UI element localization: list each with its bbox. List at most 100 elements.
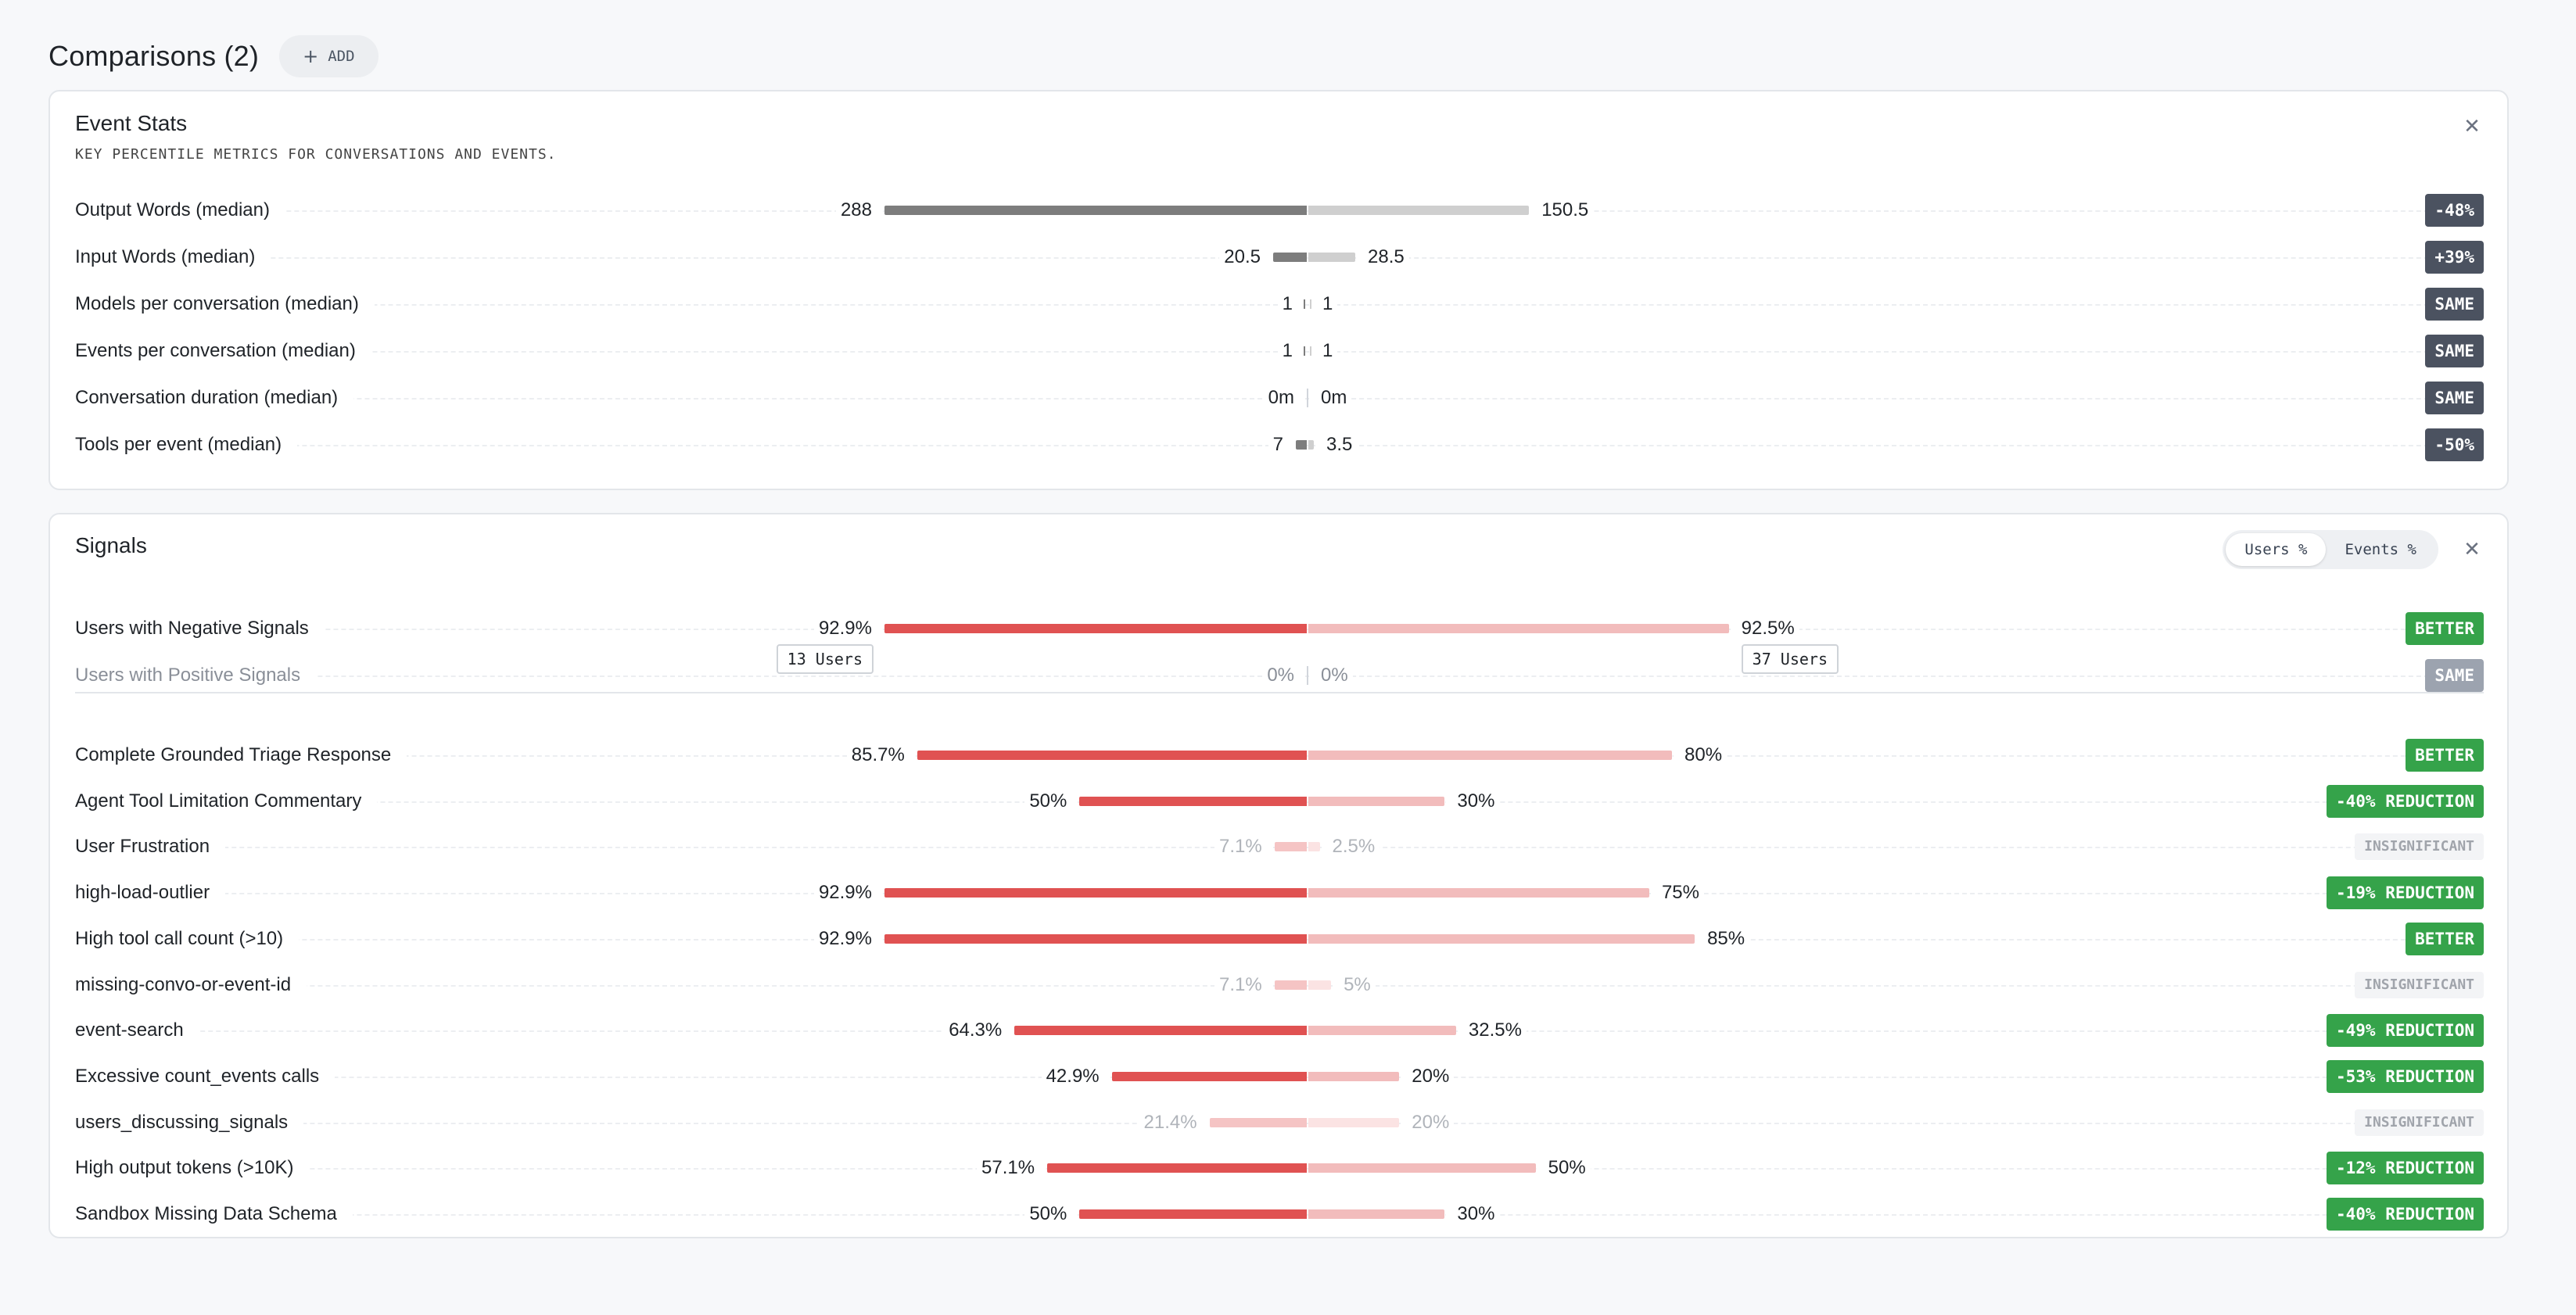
left-bar <box>1111 1071 1307 1081</box>
comparison-badge: SAME <box>2425 335 2484 367</box>
left-bar <box>1209 1117 1307 1127</box>
comparison-badge: INSIGNIFICANT <box>2355 1109 2484 1136</box>
event-stats-subtitle: KEY PERCENTILE METRICS FOR CONVERSATIONS… <box>75 146 557 163</box>
left-bar <box>1296 440 1307 450</box>
comparison-badge: SAME <box>2425 288 2484 321</box>
comparison-badge: -48% <box>2425 194 2484 227</box>
right-bar <box>1308 253 1355 262</box>
signal-row: users_discussing_signals 21.4% 20% INSIGNIF… <box>75 1099 2484 1146</box>
comparison-badge: BETTER <box>2406 922 2484 955</box>
comparison-badge: INSIGNIFICANT <box>2355 833 2484 861</box>
left-bar <box>1273 253 1307 262</box>
right-value: 30% <box>1446 789 1500 813</box>
left-users-count: 13 Users <box>776 644 874 674</box>
left-bar <box>917 751 1307 760</box>
left-value: 7.1% <box>1214 973 1273 997</box>
right-value: 50% <box>1537 1156 1591 1181</box>
comparison-badge: -40% REDUCTION <box>2326 784 2484 818</box>
left-value: 92.9% <box>813 881 883 905</box>
row-label: Users with Negative Signals <box>75 617 325 640</box>
right-value: 92.5% <box>1730 617 1799 640</box>
left-value: 0m <box>1263 386 1305 410</box>
left-value: 50% <box>1024 1202 1078 1226</box>
row-label: Models per conversation (median) <box>75 292 375 316</box>
row-label: Agent Tool Limitation Commentary <box>75 789 378 813</box>
left-bar <box>1079 796 1307 806</box>
right-bar <box>1308 842 1320 852</box>
event-stat-row: Output Words (median) 288 150.5 -48% <box>75 187 2484 234</box>
left-bar <box>1274 980 1307 990</box>
left-value: 7 <box>1268 433 1294 457</box>
plus-icon: + <box>303 45 319 67</box>
left-bar <box>884 933 1307 944</box>
signal-row: User Frustration 7.1% 2.5% INSIGNIFICANT <box>75 823 2484 870</box>
comparison-badge: BETTER <box>2406 612 2484 645</box>
right-value: 20% <box>1401 1110 1455 1134</box>
left-value: 1 <box>1277 339 1304 363</box>
left-bar <box>884 624 1307 633</box>
right-bar <box>1308 1209 1445 1219</box>
left-bar <box>1014 1026 1307 1036</box>
right-bar <box>1308 751 1673 760</box>
toggle-events-percent[interactable]: Events % <box>2345 541 2416 558</box>
row-label: High tool call count (>10) <box>75 926 300 951</box>
left-value: 21.4% <box>1139 1110 1208 1134</box>
right-value: 85% <box>1696 926 1750 951</box>
right-value: 30% <box>1446 1202 1500 1226</box>
right-bar <box>1308 440 1314 450</box>
right-value: 0% <box>1310 664 1353 687</box>
row-label: event-search <box>75 1019 199 1043</box>
left-value: 64.3% <box>944 1019 1014 1043</box>
left-value: 7.1% <box>1214 835 1273 859</box>
row-label: Events per conversation (median) <box>75 339 371 363</box>
signal-row: Agent Tool Limitation Commentary 50% 30% -4… <box>75 778 2484 825</box>
right-value: 32.5% <box>1457 1019 1527 1043</box>
right-bar <box>1308 933 1695 944</box>
right-bar <box>1308 796 1445 806</box>
right-bar <box>1308 206 1530 215</box>
signals-divider <box>75 692 2484 693</box>
signal-row: High output tokens (>10K) 57.1% 50% -12% RE… <box>75 1145 2484 1191</box>
row-label: High output tokens (>10K) <box>75 1156 310 1181</box>
right-bar <box>1308 888 1649 898</box>
center-marker <box>1307 666 1308 685</box>
left-bar <box>1302 346 1305 356</box>
left-value: 0% <box>1262 664 1305 687</box>
right-bar <box>1308 1117 1400 1127</box>
close-icon[interactable]: ✕ <box>2463 538 2481 561</box>
row-label: Users with Positive Signals <box>75 664 317 687</box>
row-label: high-load-outlier <box>75 881 226 905</box>
right-value: 150.5 <box>1530 199 1594 222</box>
row-label: missing-convo-or-event-id <box>75 973 307 997</box>
event-stat-row: Events per conversation (median) 1 1 SAME <box>75 328 2484 374</box>
left-bar <box>1079 1209 1307 1219</box>
row-label: users_discussing_signals <box>75 1110 304 1134</box>
right-bar <box>1308 1071 1400 1081</box>
event-stats-title: Event Stats <box>75 111 188 135</box>
row-label: Complete Grounded Triage Response <box>75 743 407 767</box>
comparisons-header: Comparisons (2) + ADD <box>48 33 379 80</box>
left-bar <box>1047 1163 1307 1173</box>
left-bar <box>1274 842 1307 852</box>
row-label: Excessive count_events calls <box>75 1064 335 1088</box>
toggle-users-percent[interactable]: Users % <box>2226 533 2327 566</box>
row-label: Tools per event (median) <box>75 433 298 457</box>
signal-row: event-search 64.3% 32.5% -49% REDUCTION <box>75 1007 2484 1054</box>
left-bar <box>884 888 1307 898</box>
event-stats-card: Event Stats KEY PERCENTILE METRICS FOR C… <box>48 90 2509 490</box>
close-icon[interactable]: ✕ <box>2463 115 2481 138</box>
add-comparison-button[interactable]: + ADD <box>279 35 379 77</box>
right-value: 1 <box>1311 292 1338 316</box>
right-value: 75% <box>1650 881 1704 905</box>
comparison-badge: -50% <box>2425 428 2484 461</box>
event-stat-row: Conversation duration (median) 0m 0m SAME <box>75 374 2484 421</box>
signals-card: Signals Users % Events % ✕ Users with Ne… <box>48 513 2509 1238</box>
left-value: 288 <box>835 199 883 222</box>
signal-row: High tool call count (>10) 92.9% 85% BETTER <box>75 915 2484 962</box>
comparison-badge: INSIGNIFICANT <box>2355 971 2484 998</box>
center-marker <box>1307 389 1308 407</box>
comparison-badge: -40% REDUCTION <box>2326 1198 2484 1231</box>
right-value: 3.5 <box>1315 433 1358 457</box>
comparison-badge: SAME <box>2425 659 2484 692</box>
left-value: 42.9% <box>1041 1064 1110 1088</box>
